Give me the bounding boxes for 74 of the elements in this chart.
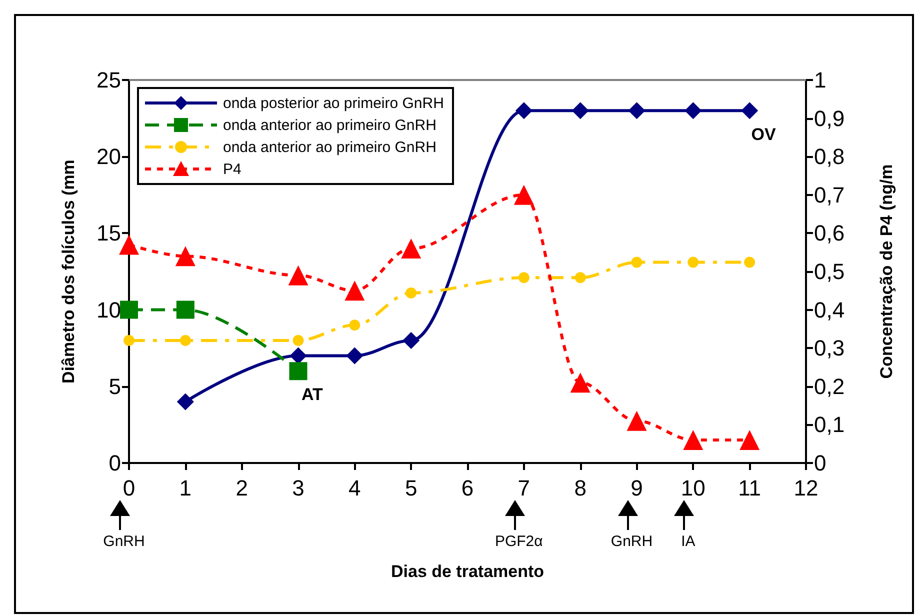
point (574, 272, 586, 284)
point (176, 300, 194, 319)
y2-tick-label: 1 (814, 68, 826, 92)
point (572, 102, 589, 120)
point (515, 102, 532, 120)
x-axis-title: Dias de tratamento (390, 562, 544, 581)
y2-tick-label: 0,6 (814, 220, 845, 246)
point (176, 393, 194, 410)
x-tick-label: 7 (518, 476, 530, 500)
point (346, 347, 364, 364)
y2-tick-label: 0,1 (814, 412, 845, 438)
point (180, 334, 191, 346)
legend-label: P4 (223, 160, 242, 178)
annotation: AT (302, 385, 323, 406)
point (402, 332, 420, 349)
x-tick-label: 8 (574, 476, 586, 500)
x-tick-label: 6 (461, 476, 474, 500)
point (740, 430, 760, 450)
point (406, 287, 417, 298)
x-tick-label: 2 (236, 476, 248, 500)
legend-label: onda anterior ao primeiro GnRH (223, 116, 436, 134)
point (570, 372, 590, 393)
text: GnRH (610, 533, 653, 550)
point (344, 280, 365, 301)
point (288, 265, 308, 286)
annotation: OV (751, 124, 776, 145)
y-axis-title: Diâmetro dos folículos (mm (59, 160, 78, 384)
y-tick-label: 10 (96, 297, 121, 322)
point (744, 256, 756, 268)
y2-tick-label: 0 (814, 450, 826, 476)
point (631, 256, 642, 268)
y2-tick-label: 0,9 (814, 106, 845, 131)
y2-tick-label: 0,5 (814, 259, 845, 284)
y2-tick-label: 0,8 (814, 144, 845, 170)
y-tick-label: 25 (96, 68, 121, 92)
legend-label: onda posterior ao primeiro GnRH (223, 94, 444, 112)
point (290, 347, 307, 364)
point (518, 272, 530, 284)
y-tick-label: 0 (108, 450, 121, 476)
x-tick-label: 11 (738, 476, 762, 500)
x-tick-label: 1 (179, 476, 192, 500)
point (628, 102, 646, 120)
y2-tick-label: 0,4 (814, 297, 845, 322)
point (688, 256, 699, 268)
point (741, 102, 758, 120)
x-tick-label: 5 (404, 476, 418, 500)
point (514, 184, 534, 205)
x-tick-label: 12 (794, 476, 818, 500)
point (120, 300, 138, 319)
y2-tick-label: 0,3 (814, 336, 845, 361)
text: IA (681, 533, 696, 550)
legend-label: onda anterior ao primeiro GnRH (223, 138, 436, 156)
y2-axis-title: Concentração de P4 (ng/m (877, 164, 896, 379)
point (626, 410, 647, 431)
y-tick-label: 5 (108, 374, 121, 399)
y-tick-label: 15 (96, 220, 121, 246)
point (289, 362, 308, 380)
point (349, 320, 360, 331)
x-tick-label: 10 (680, 476, 706, 500)
y2-tick-label: 0,7 (814, 182, 845, 208)
point (683, 430, 704, 450)
x-tick-label: 4 (348, 476, 361, 500)
point (175, 246, 196, 266)
point (124, 334, 134, 346)
y-tick-label: 20 (96, 144, 121, 170)
x-tick-label: 9 (630, 476, 643, 500)
point (684, 102, 702, 120)
text: PGF2α (494, 533, 543, 550)
point (119, 234, 139, 255)
point (292, 334, 304, 346)
text: GnRH (103, 533, 145, 550)
point (401, 238, 422, 259)
y2-tick-label: 0,2 (814, 374, 845, 399)
x-tick-label: 3 (292, 476, 304, 500)
